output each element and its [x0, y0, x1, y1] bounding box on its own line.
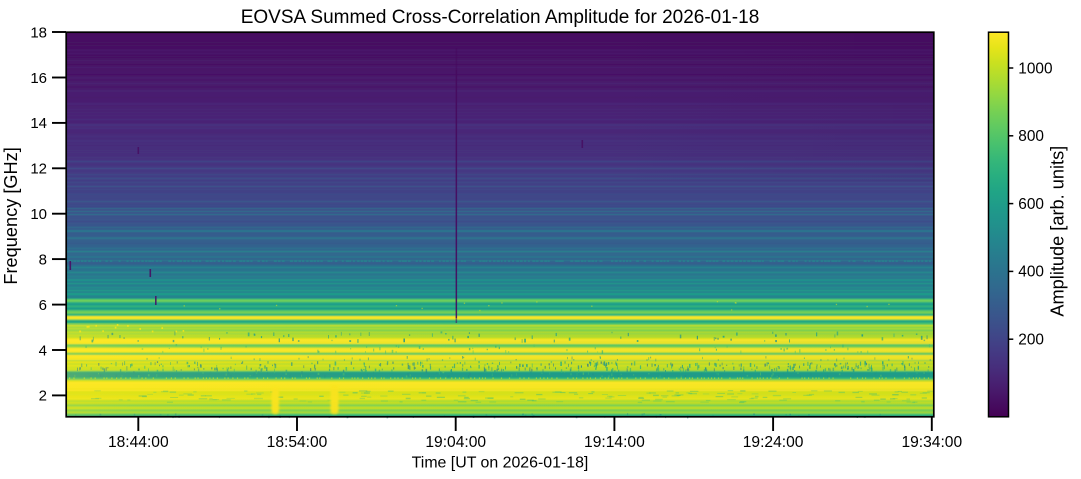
svg-text:19:34:00: 19:34:00 — [901, 434, 962, 451]
svg-text:18:44:00: 18:44:00 — [108, 434, 169, 451]
svg-text:18:54:00: 18:54:00 — [267, 434, 328, 451]
svg-text:200: 200 — [1018, 332, 1044, 349]
svg-text:6: 6 — [39, 297, 47, 314]
svg-text:1000: 1000 — [1018, 60, 1052, 77]
svg-text:600: 600 — [1018, 196, 1044, 213]
svg-text:Amplitude [arb. units]: Amplitude [arb. units] — [1048, 146, 1068, 317]
svg-text:EOVSA Summed Cross-Correlation: EOVSA Summed Cross-Correlation Amplitude… — [241, 7, 760, 28]
svg-text:12: 12 — [30, 161, 47, 178]
svg-text:19:04:00: 19:04:00 — [425, 434, 486, 451]
svg-text:18: 18 — [30, 24, 47, 41]
svg-text:10: 10 — [30, 206, 47, 223]
svg-text:14: 14 — [30, 115, 47, 132]
svg-text:19:24:00: 19:24:00 — [743, 434, 804, 451]
svg-text:Time [UT on 2026-01-18]: Time [UT on 2026-01-18] — [412, 454, 589, 471]
svg-text:400: 400 — [1018, 264, 1044, 281]
svg-text:4: 4 — [39, 342, 47, 359]
svg-text:Frequency [GHz]: Frequency [GHz] — [1, 147, 21, 284]
svg-text:8: 8 — [39, 251, 47, 268]
svg-text:2: 2 — [39, 388, 47, 405]
svg-text:16: 16 — [30, 70, 47, 87]
svg-text:800: 800 — [1018, 128, 1044, 145]
svg-text:19:14:00: 19:14:00 — [584, 434, 645, 451]
